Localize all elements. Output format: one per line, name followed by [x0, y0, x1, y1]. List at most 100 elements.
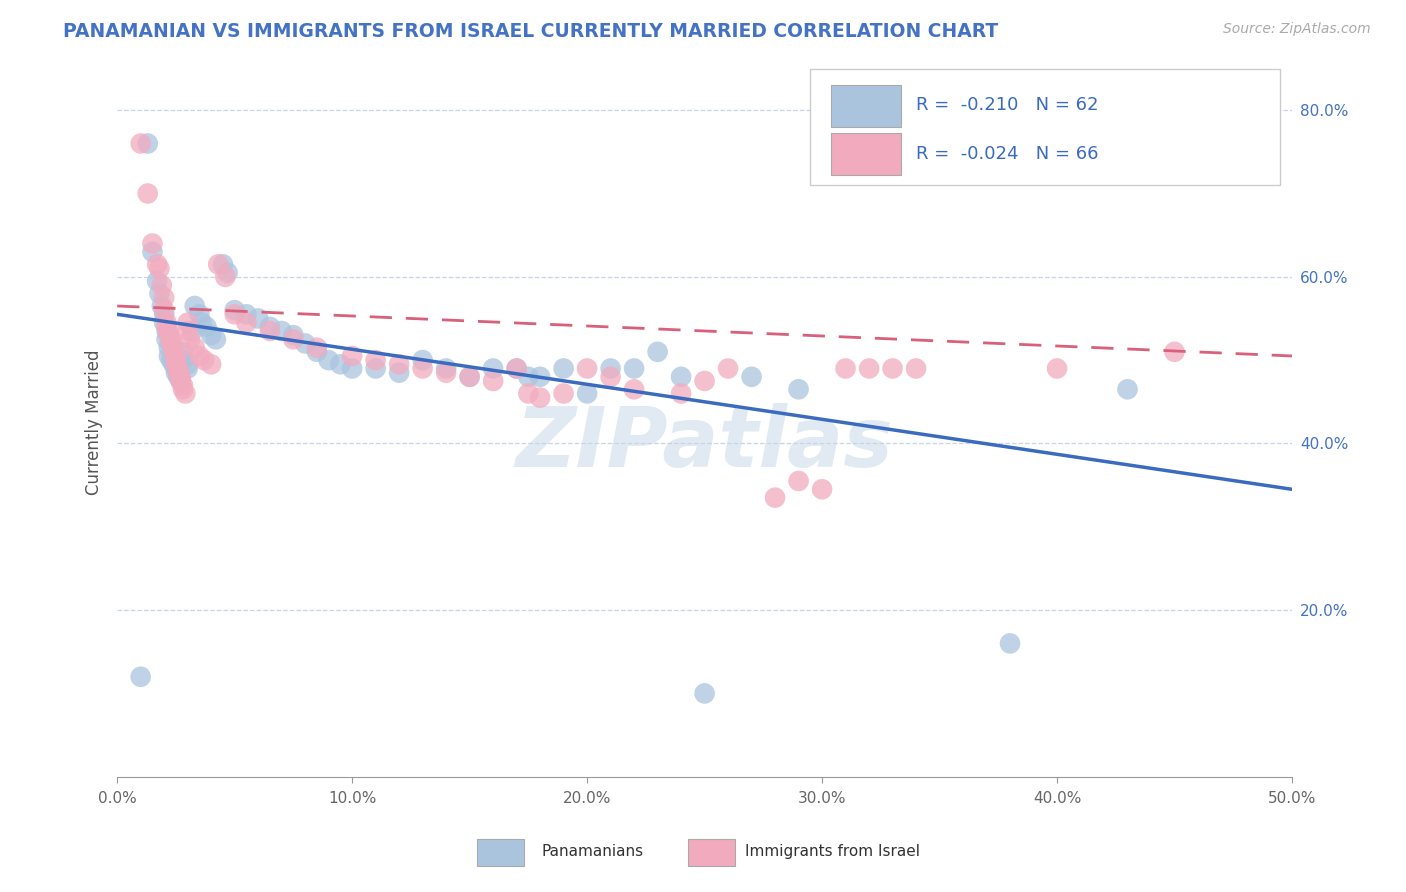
Point — [172, 378, 194, 392]
Point — [235, 307, 257, 321]
Point — [434, 366, 457, 380]
Point — [214, 269, 236, 284]
Point — [669, 369, 692, 384]
Point — [787, 382, 810, 396]
Point — [517, 386, 540, 401]
Point — [212, 257, 235, 271]
Point — [388, 357, 411, 371]
Point — [905, 361, 928, 376]
Point — [165, 353, 187, 368]
Point — [458, 369, 481, 384]
Point — [176, 361, 198, 376]
Point — [188, 349, 211, 363]
Point — [162, 357, 184, 371]
Point — [294, 336, 316, 351]
Point — [647, 344, 669, 359]
Point — [553, 361, 575, 376]
Point — [181, 324, 204, 338]
Point — [224, 303, 246, 318]
Point — [787, 474, 810, 488]
Point — [167, 366, 190, 380]
Point — [329, 357, 352, 371]
Point — [763, 491, 786, 505]
Point — [1163, 344, 1185, 359]
Point — [169, 369, 191, 384]
Point — [623, 382, 645, 396]
Point — [169, 374, 191, 388]
Point — [482, 361, 505, 376]
Point — [200, 357, 222, 371]
Point — [141, 236, 163, 251]
Point — [153, 316, 176, 330]
Point — [529, 369, 551, 384]
Point — [172, 382, 194, 396]
Point — [160, 332, 183, 346]
Point — [364, 353, 387, 368]
Point — [340, 361, 363, 376]
Point — [193, 353, 215, 368]
Point — [157, 349, 180, 363]
Point — [162, 344, 184, 359]
Point — [165, 349, 187, 363]
Point — [998, 636, 1021, 650]
Point — [165, 361, 187, 376]
Point — [693, 374, 716, 388]
Point — [305, 341, 328, 355]
Point — [340, 349, 363, 363]
Point — [153, 303, 176, 318]
FancyBboxPatch shape — [831, 133, 901, 175]
Point — [176, 357, 198, 371]
Text: ZIPatlas: ZIPatlas — [516, 403, 894, 484]
Point — [505, 361, 527, 376]
Text: R =  -0.210   N = 62: R = -0.210 N = 62 — [917, 96, 1098, 114]
Point — [157, 324, 180, 338]
FancyBboxPatch shape — [810, 69, 1281, 186]
Point — [458, 369, 481, 384]
Point — [129, 670, 152, 684]
Point — [599, 361, 621, 376]
Point — [669, 386, 692, 401]
Point — [882, 361, 904, 376]
Point — [183, 341, 205, 355]
Point — [176, 316, 198, 330]
Point — [217, 266, 239, 280]
Point — [412, 361, 434, 376]
Point — [136, 186, 159, 201]
Point — [200, 328, 222, 343]
FancyBboxPatch shape — [831, 85, 901, 127]
Point — [157, 328, 180, 343]
Point — [176, 324, 198, 338]
Point — [146, 274, 169, 288]
Point — [150, 299, 173, 313]
Point — [172, 353, 194, 368]
Point — [179, 332, 201, 346]
Point — [412, 353, 434, 368]
Point — [305, 344, 328, 359]
Point — [160, 353, 183, 368]
Point — [162, 341, 184, 355]
Point — [1046, 361, 1069, 376]
Point — [693, 686, 716, 700]
Point — [741, 369, 763, 384]
Point — [599, 369, 621, 384]
Point — [811, 483, 834, 497]
Point — [576, 361, 599, 376]
Point — [188, 307, 211, 321]
Point — [183, 299, 205, 313]
Point — [165, 366, 187, 380]
Point — [165, 357, 187, 371]
Point — [155, 324, 177, 338]
Point — [150, 278, 173, 293]
Point — [136, 136, 159, 151]
Point — [160, 336, 183, 351]
Point — [148, 286, 170, 301]
Point — [858, 361, 880, 376]
Point — [1116, 382, 1139, 396]
Point — [148, 261, 170, 276]
Text: Source: ZipAtlas.com: Source: ZipAtlas.com — [1223, 22, 1371, 37]
Point — [717, 361, 740, 376]
Point — [153, 291, 176, 305]
Point — [172, 344, 194, 359]
Point — [388, 366, 411, 380]
Point — [195, 319, 218, 334]
